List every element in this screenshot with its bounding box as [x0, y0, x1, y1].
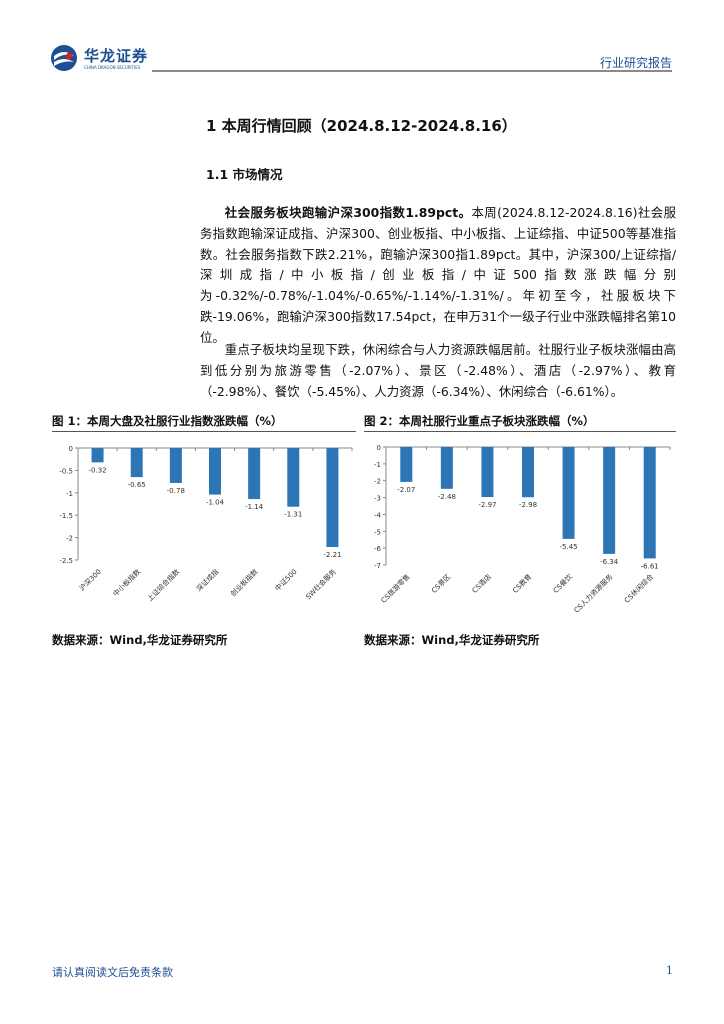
paragraph-body: 本周(2024.8.12-2024.8.16)社会服务指数跑输深证成指、沪深30… [200, 205, 676, 345]
y-tick-label: 0 [377, 444, 381, 452]
category-label: 上证综合指数 [145, 567, 181, 603]
header-divider [152, 70, 672, 72]
data-label: -2.98 [519, 501, 537, 509]
dragon-logo-icon [51, 45, 77, 71]
y-tick-label: -1.5 [59, 512, 73, 520]
category-label: CS休闲综合 [622, 572, 655, 605]
paragraph-market-summary: 社会服务板块跑输沪深300指数1.89pct。本周(2024.8.12-2024… [200, 203, 676, 349]
bar [440, 447, 453, 489]
report-type: 行业研究报告 [599, 56, 672, 70]
category-label: 创业板指数 [228, 567, 259, 598]
figure-1-chart: 0 -0.5 -1 -1.5 -2 -2.5 -0.32 沪深300 -0.65 中小板指数 -0.… [59, 445, 353, 603]
bar [400, 447, 413, 482]
y-tick-label: -5 [374, 528, 381, 536]
figure-1-source: 数据来源：Wind,华龙证券研究所 [52, 633, 228, 647]
y-tick-label: -2.5 [59, 557, 73, 565]
figure-2-chart: 0 -1 -2 -3 -4 -5 -6 -7 -2.07 CS旅游零售 -2.48 CS景区 -2.97… [374, 444, 671, 615]
figure-2-divider [364, 431, 676, 432]
data-label: -1.31 [284, 511, 302, 519]
y-tick-label: 0 [69, 445, 73, 453]
subsection-title: 1.1 市场情况 [206, 167, 283, 182]
y-tick-label: -3 [374, 495, 381, 503]
y-tick-label: -2 [66, 535, 73, 543]
data-label: -0.78 [167, 487, 185, 495]
data-label: -2.07 [397, 486, 415, 494]
bar [209, 448, 221, 495]
data-label: -1.04 [206, 499, 225, 507]
section-title: 1 本周行情回顾（2024.8.12-2024.8.16） [206, 117, 517, 135]
data-label: -0.32 [89, 466, 107, 474]
bar [91, 448, 104, 463]
y-tick-label: -6 [374, 545, 382, 553]
paragraph-lead: 社会服务板块跑输沪深300指数1.89pct。 [224, 205, 472, 220]
data-label: -5.45 [560, 543, 578, 551]
category-label: CS人力资源服务 [572, 572, 615, 615]
bar [603, 447, 616, 554]
data-label: -2.21 [323, 551, 341, 559]
y-tick-label: -0.5 [59, 467, 73, 475]
data-label: -6.61 [641, 562, 659, 570]
company-logo: 华龙证券 CHINA DRAGON SECURITIES [50, 44, 155, 74]
y-tick-label: -4 [374, 511, 382, 519]
category-label: SW社会服务 [304, 567, 338, 601]
y-tick-label: -2 [374, 478, 381, 486]
bar [643, 447, 656, 559]
figure-2-source: 数据来源：Wind,华龙证券研究所 [364, 633, 540, 647]
category-label: CS餐饮 [551, 572, 574, 595]
data-label: -1.14 [245, 503, 264, 511]
page-number: 1 [666, 964, 673, 977]
bar [522, 447, 534, 498]
bar [248, 448, 261, 500]
category-label: 沪深300 [77, 567, 103, 593]
category-label: 中小板指数 [111, 567, 142, 598]
bar [326, 448, 339, 548]
footer-disclaimer: 请认真阅读文后免责条款 [52, 966, 173, 979]
figure-2-title: 图 2：本周社服行业重点子板块涨跌幅（%） [364, 414, 595, 428]
figure-1-title: 图 1：本周大盘及社服行业指数涨跌幅（%） [52, 414, 283, 428]
paragraph-subsectors: 重点子板块均呈现下跌，休闲综合与人力资源跌幅居前。社服行业子板块涨幅由高到低分别… [200, 342, 676, 399]
category-label: 中证500 [273, 567, 299, 593]
category-label: CS酒店 [470, 572, 493, 595]
figure-1-divider [52, 431, 356, 432]
bar [562, 447, 575, 539]
y-tick-label: -1 [374, 461, 381, 469]
data-label: -0.65 [128, 481, 146, 489]
category-label: CS教育 [511, 572, 534, 595]
data-label: -6.34 [600, 558, 619, 566]
y-tick-label: -1 [66, 490, 73, 498]
bar [481, 447, 494, 498]
data-label: -2.97 [478, 501, 496, 509]
bar [287, 448, 300, 507]
data-label: -2.48 [438, 493, 456, 501]
bar [130, 448, 143, 478]
bar [169, 448, 182, 483]
category-label: CS旅游零售 [379, 572, 412, 605]
logo-english-text: CHINA DRAGON SECURITIES [84, 65, 141, 70]
y-tick-label: -7 [374, 562, 381, 570]
category-label: 深证成指 [194, 567, 220, 593]
logo-text: 华龙证券 [84, 47, 149, 65]
category-label: CS景区 [430, 573, 452, 595]
